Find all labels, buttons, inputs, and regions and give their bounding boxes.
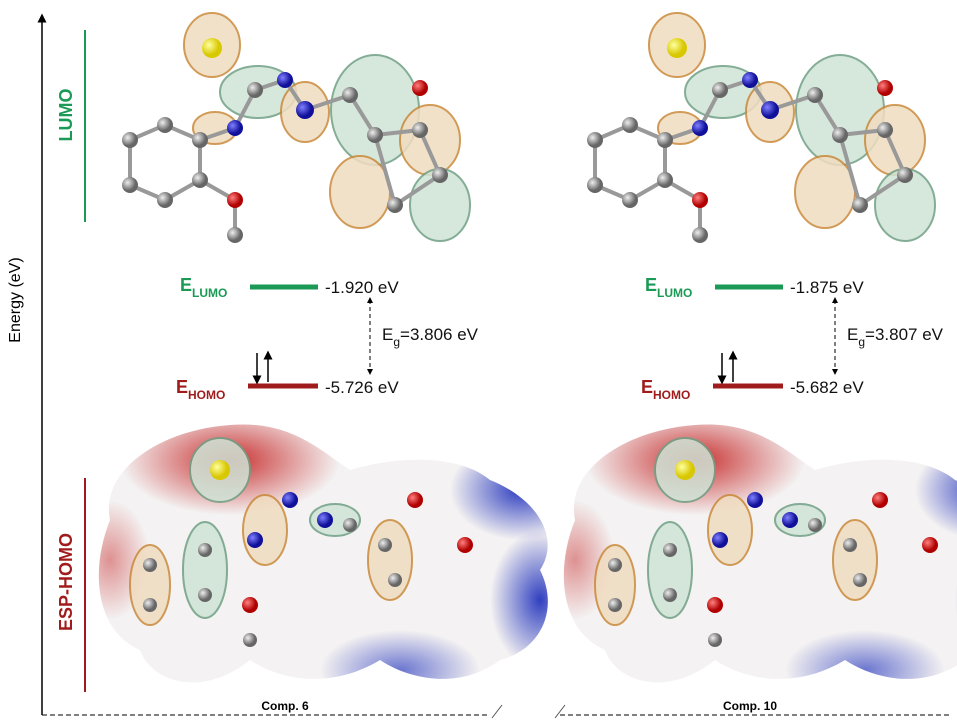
gap-label: Eg=3.806 eV <box>382 325 479 349</box>
lumo-energy-label: ELUMO <box>645 275 692 300</box>
compound-name: Comp. 6 <box>261 699 309 713</box>
lumo-energy-label-subscript: LUMO <box>192 286 227 300</box>
lumo-value: -1.920 eV <box>325 278 399 297</box>
homo-energy-label-subscript: HOMO <box>653 388 690 402</box>
homo-energy-label-symbol: E <box>176 377 188 397</box>
esp-label: ESP-HOMO <box>56 533 76 631</box>
gap-symbol: E <box>382 325 393 344</box>
lumo-molecule <box>122 13 470 243</box>
lumo-energy-label-symbol: E <box>180 275 192 295</box>
axis-break <box>492 705 565 718</box>
gap-subscript: g <box>393 335 400 349</box>
lumo-energy-label-subscript: LUMO <box>657 286 692 300</box>
lumo-label: LUMO <box>56 89 76 142</box>
lumo-value: -1.875 eV <box>790 278 864 297</box>
lumo-energy-label: ELUMO <box>180 275 227 300</box>
homo-value: -5.682 eV <box>790 378 864 397</box>
esp-molecule <box>70 405 590 710</box>
gap-label: Eg=3.807 eV <box>847 325 944 349</box>
lumo-energy-label-symbol: E <box>645 275 657 295</box>
gap-symbol: E <box>847 325 858 344</box>
homo-value: -5.726 eV <box>325 378 399 397</box>
homo-energy-label: EHOMO <box>641 377 690 402</box>
compound-name: Comp. 10 <box>723 699 777 713</box>
gap-value: =3.807 eV <box>865 325 944 344</box>
homo-energy-label-subscript: HOMO <box>188 388 225 402</box>
homo-energy-label: EHOMO <box>176 377 225 402</box>
gap-value: =3.806 eV <box>400 325 479 344</box>
lumo-molecule <box>587 13 935 243</box>
figure: Energy (eV) LUMO ESP-HOMO ELUMO-1.920 eV… <box>0 0 957 720</box>
gap-subscript: g <box>858 335 865 349</box>
axis-label: Energy (eV) <box>7 257 24 342</box>
homo-energy-label-symbol: E <box>641 377 653 397</box>
esp-molecule <box>535 405 957 710</box>
